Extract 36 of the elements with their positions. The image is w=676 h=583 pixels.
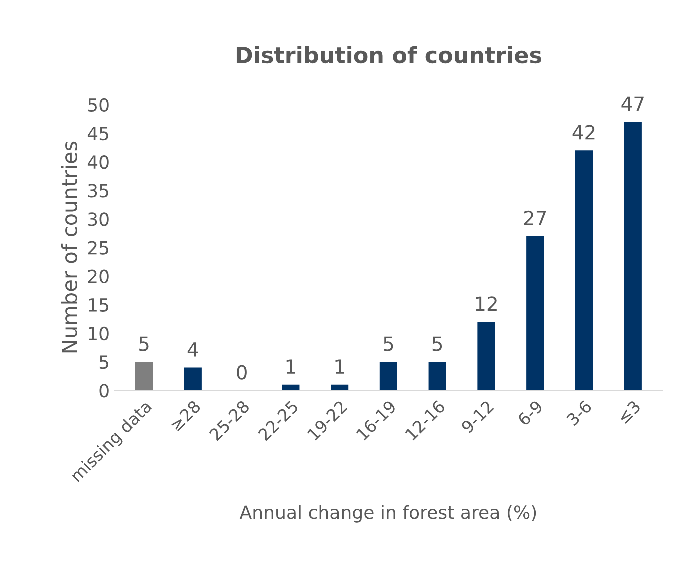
y-tick-label: 15 (89, 298, 108, 312)
y-tick-label: 10 (89, 326, 109, 341)
data-label: 12 (476, 296, 497, 312)
bar (478, 322, 496, 391)
data-label: 27 (524, 210, 546, 226)
y-tick-label: 25 (88, 241, 108, 255)
bar (184, 368, 202, 391)
y-tick-label: 5 (100, 356, 108, 370)
data-label: 4 (188, 342, 198, 357)
x-tick-label: 6-9 (517, 400, 544, 426)
bar (380, 362, 398, 391)
chart-title: Distribution of countries (236, 46, 542, 64)
data-label: 5 (384, 336, 394, 352)
data-label: 47 (622, 96, 644, 112)
data-label: 1 (336, 360, 344, 374)
bar (624, 122, 642, 391)
x-axis-title: Annual change in forest area (%) (240, 505, 536, 523)
x-tick-label: ≤3 (617, 400, 642, 424)
bar (526, 236, 544, 391)
bar (135, 362, 154, 391)
y-tick-label: 30 (88, 212, 109, 226)
data-label: 0 (237, 365, 247, 380)
bar (428, 362, 446, 391)
y-tick-label: 35 (88, 184, 108, 198)
y-tick-label: 45 (88, 127, 108, 141)
x-tick-label: 3-6 (566, 400, 593, 426)
y-tick-label: 20 (88, 270, 109, 284)
y-axis-title: Number of countries (61, 142, 78, 353)
data-label: 1 (286, 360, 296, 374)
y-tick-label: 0 (100, 384, 109, 398)
bar (575, 150, 594, 391)
data-label: 5 (432, 336, 442, 352)
data-label: 42 (572, 125, 595, 140)
y-tick-label: 50 (88, 98, 109, 112)
y-tick-label: 40 (88, 156, 109, 170)
data-label: 5 (140, 336, 149, 352)
